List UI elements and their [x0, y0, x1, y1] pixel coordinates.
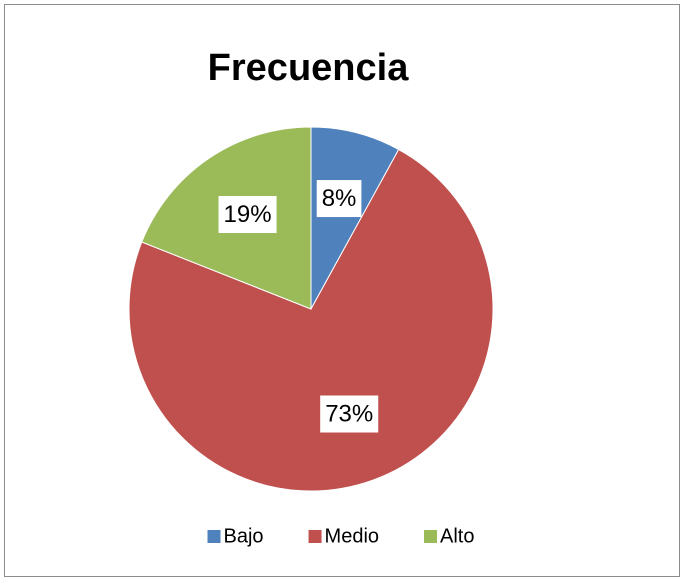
data-label: 19%	[224, 201, 272, 228]
data-label-box	[218, 196, 277, 234]
pie-slice	[310, 126, 400, 310]
data-label: 73%	[325, 401, 373, 428]
legend-label: Medio	[325, 525, 379, 547]
data-label-box	[316, 180, 362, 218]
legend-label: Bajo	[224, 525, 264, 547]
legend-swatch	[424, 530, 438, 543]
pie-slice	[128, 148, 494, 492]
data-label: 8%	[322, 185, 357, 212]
legend-swatch	[207, 530, 221, 543]
legend-swatch	[308, 530, 322, 543]
chart-title: Frecuencia	[208, 47, 410, 89]
data-label-box	[320, 395, 379, 433]
legend-label: Alto	[440, 525, 474, 547]
